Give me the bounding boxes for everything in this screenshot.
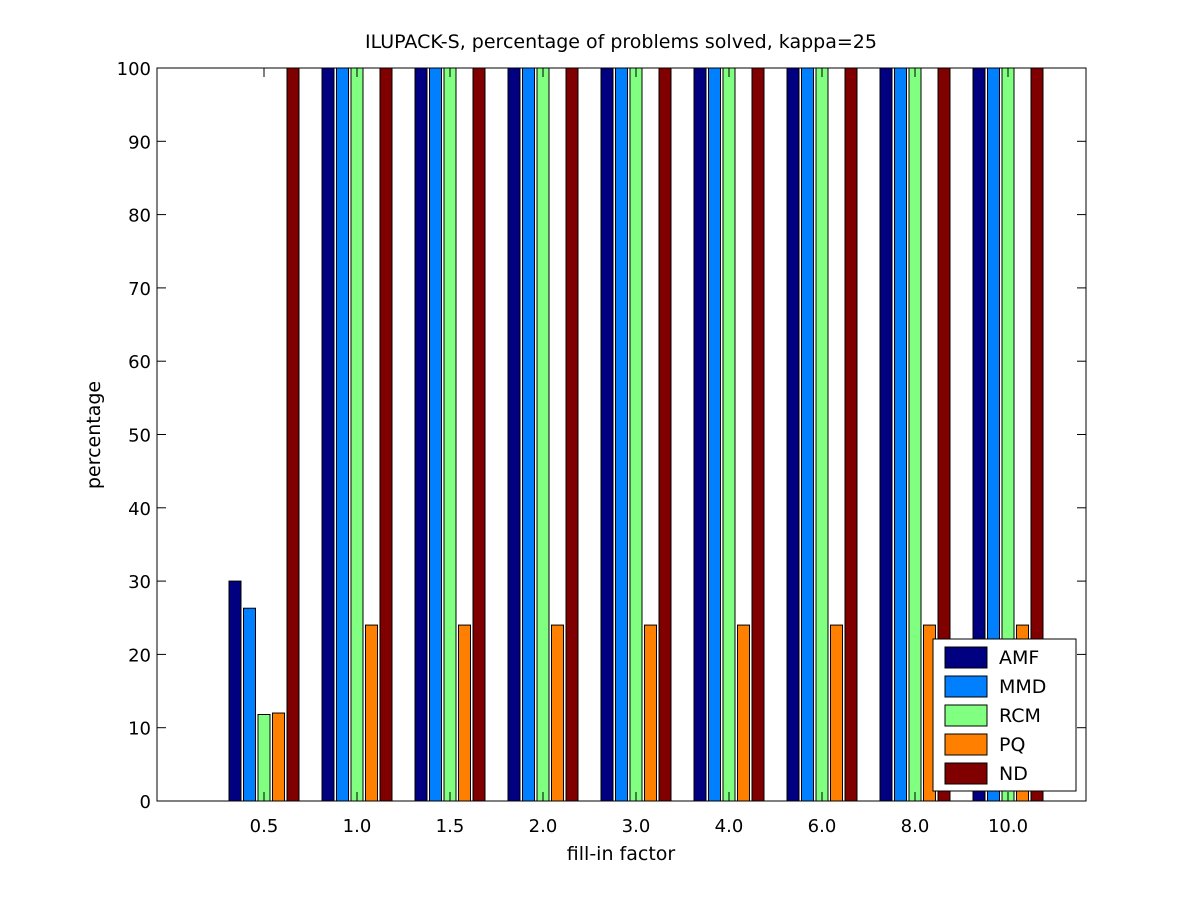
bar-nd-3.0 <box>658 67 672 802</box>
bar-rcm-2.0 <box>536 67 550 802</box>
legend-swatch-amf <box>944 646 988 669</box>
bar-rcm-3.0 <box>629 67 643 802</box>
x-tick-label: 8.0 <box>901 816 930 837</box>
bar-nd-6.0 <box>844 67 858 802</box>
x-tick-label: 2.0 <box>529 816 558 837</box>
bar-amf-0.5 <box>228 580 242 802</box>
x-tick-label: 10.0 <box>988 816 1028 837</box>
y-tick-label: 80 <box>128 206 151 227</box>
bar-nd-1.0 <box>379 67 393 802</box>
bar-pq-3.0 <box>644 624 657 802</box>
bar-nd-0.5 <box>286 67 300 802</box>
bar-mmd-3.0 <box>615 67 628 802</box>
bar-mmd-4.0 <box>708 67 721 802</box>
legend-swatch-nd <box>944 762 988 785</box>
y-axis-label: percentage <box>83 381 105 489</box>
bar-mmd-1.5 <box>429 67 442 802</box>
bar-rcm-8.0 <box>908 67 922 802</box>
legend-label-rcm: RCM <box>999 705 1041 727</box>
bar-mmd-0.5 <box>243 607 256 802</box>
bar-rcm-1.5 <box>443 67 457 802</box>
x-tick-label: 0.5 <box>250 816 279 837</box>
x-tick-label: 1.0 <box>343 816 372 837</box>
bar-nd-2.0 <box>565 67 579 802</box>
x-tick-label: 3.0 <box>622 816 651 837</box>
x-axis-label: fill-in factor <box>567 843 676 865</box>
x-tick-label: 4.0 <box>715 816 744 837</box>
y-tick-label: 10 <box>128 719 151 740</box>
bar-amf-4.0 <box>693 67 707 802</box>
legend-swatch-rcm <box>944 704 988 727</box>
x-axis: 0.5 1.0 1.5 2.0 3.0 4.0 6.0 8.0 10.0 <box>250 68 1028 837</box>
bar-amf-8.0 <box>879 67 893 802</box>
x-tick-label: 6.0 <box>808 816 837 837</box>
legend: AMF MMD RCM PQ ND <box>932 638 1077 792</box>
bar-pq-4.0 <box>737 624 750 802</box>
y-tick-label: 50 <box>128 426 151 447</box>
legend-label-mmd: MMD <box>999 676 1046 698</box>
y-tick-label: 0 <box>140 792 151 813</box>
y-tick-label: 70 <box>128 279 151 300</box>
x-tick-label: 1.5 <box>436 816 465 837</box>
chart-title: ILUPACK-S, percentage of problems solved… <box>365 31 877 53</box>
bar-mmd-1.0 <box>336 67 349 802</box>
bar-pq-1.0 <box>365 624 378 802</box>
y-tick-label: 30 <box>128 572 151 593</box>
bar-rcm-4.0 <box>722 67 736 802</box>
bar-mmd-6.0 <box>801 67 814 802</box>
bars-group <box>228 67 1044 802</box>
y-tick-label: 40 <box>128 499 151 520</box>
bar-amf-1.5 <box>414 67 428 802</box>
bar-amf-3.0 <box>600 67 614 802</box>
bar-mmd-2.0 <box>522 67 535 802</box>
bar-nd-4.0 <box>751 67 765 802</box>
bar-pq-0.5 <box>272 712 285 802</box>
bar-amf-6.0 <box>786 67 800 802</box>
bar-pq-1.5 <box>458 624 471 802</box>
bar-rcm-1.0 <box>350 67 364 802</box>
legend-label-amf: AMF <box>999 647 1039 669</box>
legend-label-nd: ND <box>999 763 1028 785</box>
legend-swatch-mmd <box>944 675 988 698</box>
legend-label-pq: PQ <box>999 734 1025 756</box>
y-tick-label: 60 <box>128 352 151 373</box>
bar-nd-1.5 <box>472 67 486 802</box>
bar-mmd-8.0 <box>894 67 907 802</box>
y-tick-label: 20 <box>128 645 151 666</box>
bar-pq-2.0 <box>551 624 564 802</box>
y-tick-label: 100 <box>117 59 151 80</box>
y-tick-label: 90 <box>128 132 151 153</box>
legend-swatch-pq <box>944 733 988 756</box>
bar-amf-2.0 <box>507 67 521 802</box>
y-axis: 0 10 20 30 40 50 60 70 80 90 100 <box>117 59 1086 813</box>
bar-rcm-6.0 <box>815 67 829 802</box>
bar-rcm-0.5 <box>257 714 271 802</box>
bar-pq-6.0 <box>830 624 843 802</box>
bar-amf-1.0 <box>321 67 335 802</box>
